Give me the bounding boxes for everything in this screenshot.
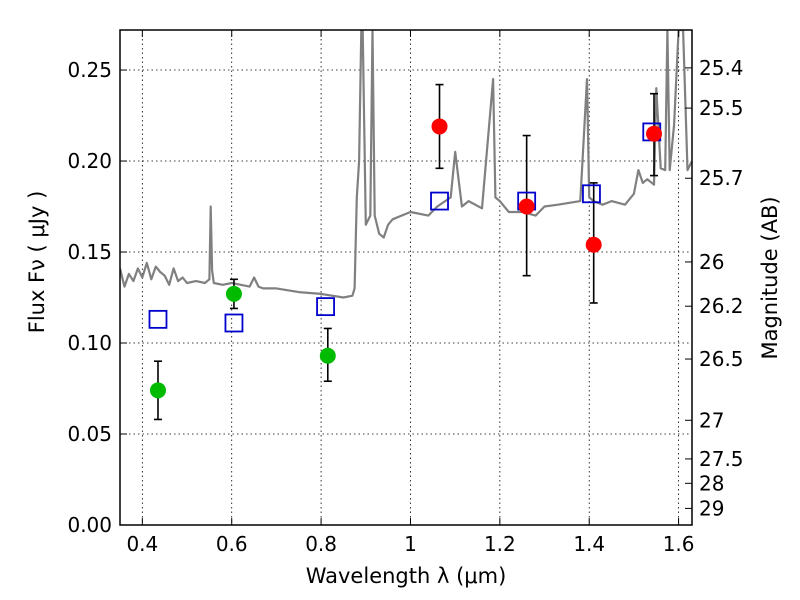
data-point xyxy=(431,118,448,135)
marker-layer xyxy=(148,118,663,399)
mag-tick-label: 26.2 xyxy=(699,294,744,318)
y-tick-label: 0.25 xyxy=(67,58,112,82)
spectrum-layer xyxy=(120,30,692,299)
data-point xyxy=(585,236,602,253)
y-tick-label: 0.00 xyxy=(67,513,112,537)
model-square-point xyxy=(582,184,601,204)
x-tick-label: 0.6 xyxy=(216,532,248,556)
mag-tick-label: 28 xyxy=(699,471,724,495)
data-point xyxy=(646,125,663,142)
plot-frame xyxy=(119,29,693,526)
spectrum-line xyxy=(120,30,692,299)
y-tick-label: 0.15 xyxy=(67,240,112,264)
mag-tick-label: 25.7 xyxy=(699,166,744,190)
y-axis-label: Flux Fν ( μJy ) xyxy=(25,191,49,334)
y2-axis-label: Magnitude (AB) xyxy=(758,196,782,359)
y-tick-label: 0.10 xyxy=(67,331,112,355)
x-tick-label: 1.4 xyxy=(573,532,605,556)
errorbar-layer xyxy=(153,83,659,421)
x-tick-label: 1.2 xyxy=(484,532,516,556)
model-square-point xyxy=(224,313,244,333)
y-tick-label: 0.20 xyxy=(67,149,112,173)
x-tick-label: 1 xyxy=(404,532,417,556)
model-square-point xyxy=(430,191,449,211)
x-tick-label: 1.6 xyxy=(663,532,695,556)
y-tick-label: 0.05 xyxy=(67,422,112,446)
x-axis-label: Wavelength λ (μm) xyxy=(306,564,507,588)
mag-tick-label: 29 xyxy=(699,496,724,520)
data-point xyxy=(518,198,535,215)
model-square-point xyxy=(316,297,335,317)
mag-tick-label: 27 xyxy=(699,408,724,432)
x-tick-label: 0.8 xyxy=(305,532,337,556)
mag-tick-label: 25.5 xyxy=(699,96,744,120)
mag-tick-label: 26 xyxy=(699,250,724,274)
model-square-point xyxy=(148,309,168,329)
tick-layer: 0.4 0.6 0.8 1 1.2 1.4 1.6 0.00 0.05 0.10 0.15 0.20 0… xyxy=(67,30,744,556)
grid xyxy=(120,30,692,526)
mag-tick-label: 25.4 xyxy=(699,56,744,80)
data-point xyxy=(149,382,166,399)
mag-tick-label: 27.5 xyxy=(699,447,744,471)
mag-tick-label: 26.5 xyxy=(699,347,744,371)
data-point xyxy=(225,285,242,302)
data-point xyxy=(319,347,336,364)
x-tick-label: 0.4 xyxy=(126,532,158,556)
